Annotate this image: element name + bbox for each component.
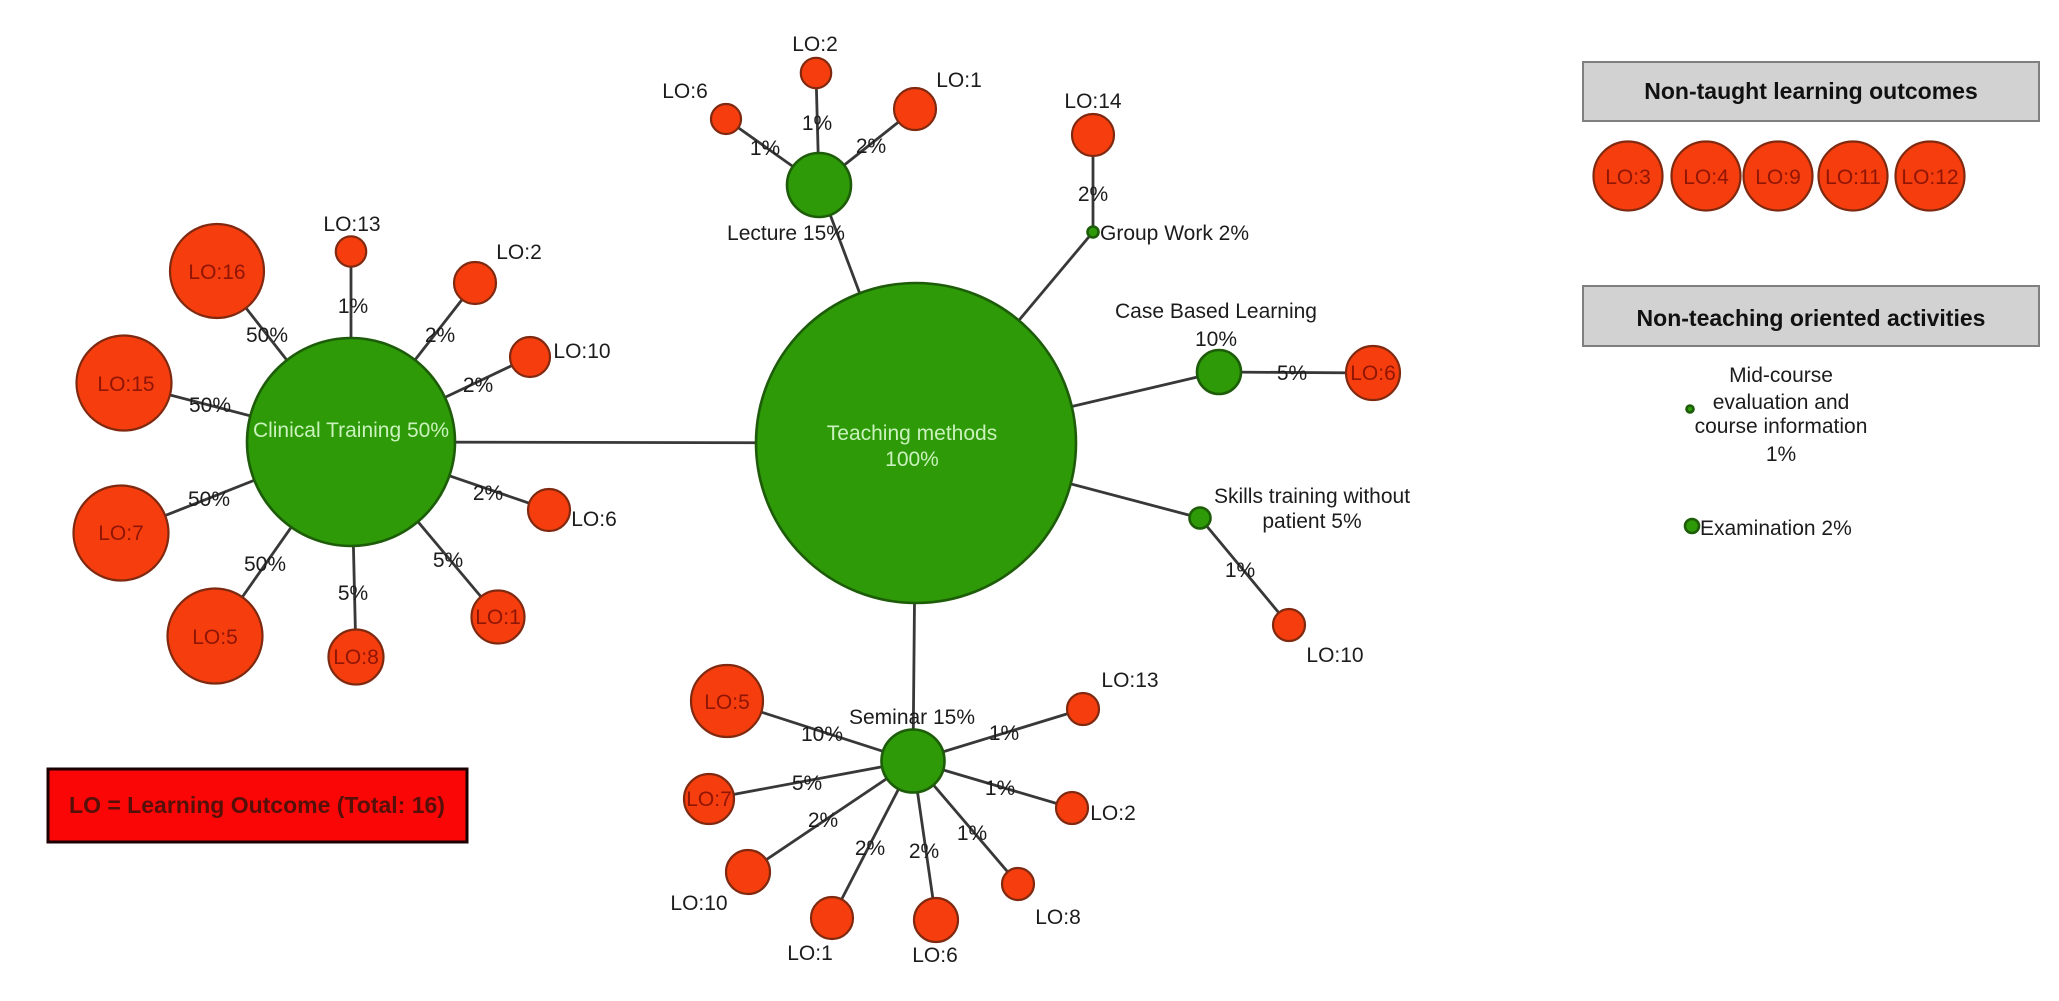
svg-text:1%: 1%: [989, 722, 1019, 745]
svg-text:Mid-course: Mid-course: [1729, 364, 1833, 387]
svg-text:Seminar 15%: Seminar 15%: [849, 706, 975, 729]
svg-text:course information: course information: [1695, 415, 1868, 438]
svg-text:LO:15: LO:15: [97, 373, 154, 396]
svg-text:LO:7: LO:7: [686, 788, 732, 811]
svg-text:50%: 50%: [246, 324, 288, 347]
svg-text:Examination 2%: Examination 2%: [1700, 517, 1852, 540]
svg-text:5%: 5%: [1277, 362, 1307, 385]
svg-text:Teaching methods: Teaching methods: [827, 422, 997, 445]
svg-text:5%: 5%: [433, 549, 463, 572]
svg-text:LO:5: LO:5: [192, 626, 238, 649]
svg-text:LO:12: LO:12: [1901, 166, 1958, 189]
svg-text:Clinical Training 50%: Clinical Training 50%: [253, 419, 449, 442]
svg-text:1%: 1%: [985, 777, 1015, 800]
svg-text:LO:1: LO:1: [475, 606, 521, 629]
svg-text:100%: 100%: [885, 448, 939, 471]
svg-text:patient 5%: patient 5%: [1262, 510, 1361, 533]
svg-text:LO:16: LO:16: [188, 261, 245, 284]
svg-text:LO:1: LO:1: [787, 942, 833, 965]
svg-text:LO:9: LO:9: [1755, 166, 1801, 189]
svg-text:2%: 2%: [855, 837, 885, 860]
svg-text:10%: 10%: [1195, 328, 1237, 351]
svg-text:2%: 2%: [856, 135, 886, 158]
svg-text:50%: 50%: [189, 394, 231, 417]
svg-text:LO:11: LO:11: [1825, 166, 1881, 189]
svg-text:Lecture 15%: Lecture 15%: [727, 222, 845, 245]
svg-text:2%: 2%: [463, 374, 493, 397]
svg-text:LO:8: LO:8: [333, 646, 379, 669]
svg-text:LO:2: LO:2: [1090, 802, 1136, 825]
svg-text:LO:14: LO:14: [1064, 90, 1122, 113]
svg-text:LO:10: LO:10: [553, 340, 610, 363]
svg-text:2%: 2%: [473, 482, 503, 505]
svg-text:Non-teaching oriented activiti: Non-teaching oriented activities: [1637, 305, 1986, 331]
svg-text:LO:10: LO:10: [670, 892, 727, 915]
svg-text:LO:13: LO:13: [1101, 669, 1158, 692]
svg-text:LO:2: LO:2: [792, 33, 838, 56]
svg-text:LO = Learning Outcome (Total:: LO = Learning Outcome (Total: 16): [69, 792, 445, 818]
svg-text:50%: 50%: [188, 488, 230, 511]
svg-text:Non-taught learning outcomes: Non-taught learning outcomes: [1644, 78, 1978, 104]
svg-text:2%: 2%: [1078, 183, 1108, 206]
svg-text:1%: 1%: [338, 295, 368, 318]
svg-text:LO:2: LO:2: [496, 241, 542, 264]
svg-text:1%: 1%: [1225, 559, 1255, 582]
svg-text:1%: 1%: [1766, 443, 1796, 466]
svg-text:LO:4: LO:4: [1683, 166, 1729, 189]
svg-text:2%: 2%: [425, 324, 455, 347]
svg-text:LO:10: LO:10: [1306, 644, 1363, 667]
svg-text:2%: 2%: [808, 809, 838, 832]
svg-text:LO:6: LO:6: [1350, 362, 1396, 385]
svg-text:1%: 1%: [957, 822, 987, 845]
svg-text:50%: 50%: [244, 553, 286, 576]
svg-text:LO:1: LO:1: [936, 69, 982, 92]
svg-text:LO:7: LO:7: [98, 522, 144, 545]
svg-text:LO:6: LO:6: [571, 508, 617, 531]
svg-text:1%: 1%: [750, 137, 780, 160]
svg-text:evaluation and: evaluation and: [1713, 391, 1850, 414]
svg-text:1%: 1%: [802, 112, 832, 135]
svg-text:2%: 2%: [909, 840, 939, 863]
svg-text:5%: 5%: [338, 582, 368, 605]
svg-text:LO:5: LO:5: [704, 691, 750, 714]
svg-text:LO:6: LO:6: [912, 944, 958, 967]
svg-text:LO:13: LO:13: [323, 213, 380, 236]
svg-text:10%: 10%: [801, 723, 843, 746]
svg-text:Case Based Learning: Case Based Learning: [1115, 300, 1317, 323]
svg-text:Skills training without: Skills training without: [1214, 485, 1410, 508]
svg-text:LO:8: LO:8: [1035, 906, 1081, 929]
svg-text:LO:3: LO:3: [1605, 166, 1651, 189]
svg-text:LO:6: LO:6: [662, 80, 708, 103]
svg-text:Group Work 2%: Group Work 2%: [1100, 222, 1249, 245]
svg-text:5%: 5%: [792, 772, 822, 795]
